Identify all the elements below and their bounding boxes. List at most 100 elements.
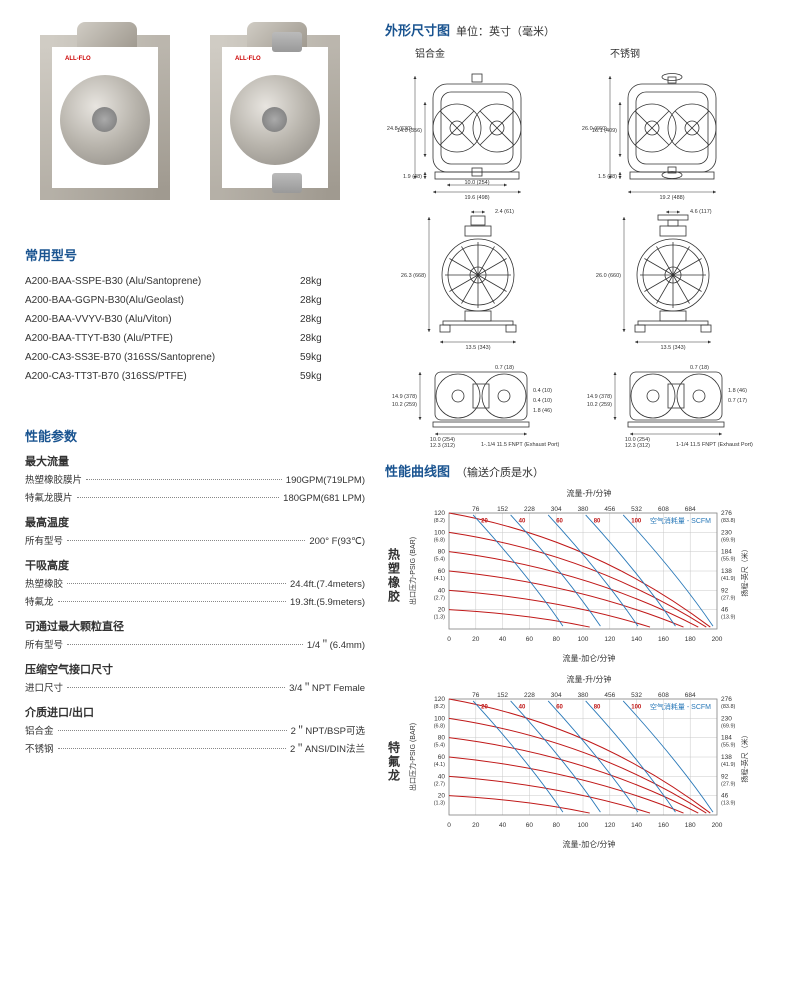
spec-name: 所有型号: [25, 533, 63, 551]
svg-text:1-.1/4 11.5 FNPT (Exhaust Por: 1-.1/4 11.5 FNPT (Exhaust Port): [481, 442, 560, 448]
model-row: A200-CA3-SS3E-B70 (316SS/Santoprene)59kg: [25, 348, 365, 367]
svg-text:180: 180: [685, 822, 696, 829]
dim-col-title-ss: 不锈钢: [580, 45, 765, 60]
svg-text:80: 80: [438, 735, 446, 742]
svg-text:532: 532: [631, 692, 642, 699]
spec-value: 200° F(93℃): [309, 533, 365, 551]
svg-text:(83.8): (83.8): [721, 518, 736, 524]
spec-group-label: 可通过最大颗粒直径: [25, 618, 365, 634]
svg-text:40: 40: [499, 822, 507, 829]
brand-label: ALL-FLO: [235, 56, 261, 62]
svg-text:19.6 (498): 19.6 (498): [464, 195, 489, 201]
svg-text:230: 230: [721, 529, 732, 536]
svg-text:16.1 (409): 16.1 (409): [592, 128, 617, 134]
model-name: A200-BAA-GGPN-B30(Alu/Geolast): [25, 291, 300, 310]
svg-text:160: 160: [658, 822, 669, 829]
svg-text:160: 160: [658, 636, 669, 643]
svg-text:92: 92: [721, 773, 729, 780]
svg-text:20: 20: [472, 636, 480, 643]
svg-text:152: 152: [497, 506, 508, 513]
svg-text:(13.9): (13.9): [721, 615, 736, 621]
spec-group-label: 介质进口/出口: [25, 704, 365, 720]
chart-bottom-axis-label: 流量-加仑/分钟: [403, 839, 775, 850]
svg-text:20: 20: [438, 607, 446, 614]
svg-text:1.8 (46): 1.8 (46): [728, 388, 747, 394]
svg-text:4.6 (117): 4.6 (117): [690, 209, 712, 215]
svg-text:出口压力-PSIG (BAR): 出口压力-PSIG (BAR): [408, 723, 417, 791]
svg-text:13.5 (343): 13.5 (343): [660, 345, 685, 351]
svg-text:(41.9): (41.9): [721, 576, 736, 582]
spec-group-label: 最大流量: [25, 453, 365, 469]
svg-text:684: 684: [685, 506, 696, 513]
svg-text:0: 0: [447, 636, 451, 643]
svg-text:456: 456: [604, 692, 615, 699]
spec-row: 特氟龙膜片180GPM(681 LPM): [25, 490, 365, 508]
chart-title: 特氟龙: [386, 741, 403, 783]
spec-row: 所有型号 200° F(93℃): [25, 533, 365, 551]
svg-text:1-1/4 11.5 FNPT (Exhaust Port): 1-1/4 11.5 FNPT (Exhaust Port): [676, 442, 753, 448]
model-row: A200-BAA-VVYV-B30 (Alu/Viton)28kg: [25, 310, 365, 329]
svg-text:0.4 (10): 0.4 (10): [533, 398, 552, 404]
svg-text:138: 138: [721, 568, 732, 575]
svg-text:608: 608: [658, 692, 669, 699]
svg-text:20: 20: [481, 519, 488, 525]
svg-text:100: 100: [578, 822, 589, 829]
svg-text:14.9 (378): 14.9 (378): [392, 394, 417, 400]
svg-text:13.5 (343): 13.5 (343): [465, 345, 490, 351]
brand-label: ALL-FLO: [65, 56, 91, 62]
svg-text:14.0 (356): 14.0 (356): [397, 128, 422, 134]
spec-name: 所有型号: [25, 637, 63, 655]
svg-text:(4.1): (4.1): [434, 762, 445, 768]
specs-header: 性能参数: [25, 426, 365, 445]
svg-text:(27.9): (27.9): [721, 595, 736, 601]
svg-text:0: 0: [447, 822, 451, 829]
spec-group-label: 压缩空气接口尺寸: [25, 661, 365, 677]
svg-text:14.9 (378): 14.9 (378): [587, 394, 612, 400]
svg-text:228: 228: [524, 506, 535, 513]
svg-text:46: 46: [721, 607, 729, 614]
spec-value: 1/4＂(6.4mm): [307, 637, 365, 655]
spec-row: 铝合金 2＂NPT/BSP可选: [25, 723, 365, 741]
svg-text:80: 80: [594, 519, 601, 525]
svg-text:60: 60: [526, 636, 534, 643]
svg-text:184: 184: [721, 735, 732, 742]
svg-text:(8.2): (8.2): [434, 518, 445, 524]
drawing-alu-front: 24.8 (630) 14.0 (356) 1.9 (48) 19.6 (498…: [385, 64, 570, 209]
svg-text:80: 80: [594, 705, 601, 711]
spec-group-label: 干吸高度: [25, 557, 365, 573]
svg-text:(1.3): (1.3): [434, 801, 445, 807]
svg-text:1.8 (46): 1.8 (46): [533, 408, 552, 414]
svg-text:180: 180: [685, 636, 696, 643]
drawing-alu-plan: 14.9 (378) 10.2 (259) 10.0 (254) 12.3 (3…: [385, 354, 570, 449]
performance-chart: 热塑橡胶 流量-升/分钟 020406080100120140160180200…: [385, 488, 775, 664]
svg-text:20: 20: [481, 705, 488, 711]
svg-text:456: 456: [604, 506, 615, 513]
svg-text:40: 40: [499, 636, 507, 643]
svg-text:46: 46: [721, 793, 729, 800]
svg-text:(6.8): (6.8): [434, 723, 445, 729]
svg-text:276: 276: [721, 510, 732, 517]
dimensions-header: 外形尺寸图: [385, 20, 450, 39]
spec-row: 热塑橡胶膜片190GPM(719LPM): [25, 472, 365, 490]
svg-text:184: 184: [721, 549, 732, 556]
spec-name: 热塑橡胶: [25, 576, 63, 594]
spec-value: 2＂NPT/BSP可选: [291, 723, 365, 741]
model-weight: 28kg: [300, 272, 350, 291]
spec-name: 不锈钢: [25, 741, 54, 759]
svg-text:138: 138: [721, 754, 732, 761]
svg-text:40: 40: [519, 705, 526, 711]
svg-text:200: 200: [712, 822, 723, 829]
spec-name: 铝合金: [25, 723, 54, 741]
svg-text:(55.9): (55.9): [721, 557, 736, 563]
svg-text:0.7 (18): 0.7 (18): [495, 365, 514, 371]
model-name: A200-CA3-SS3E-B70 (316SS/Santoprene): [25, 348, 300, 367]
drawing-ss-front: 26.0 (660) 16.1 (409) 1.5 (38) 19.2 (488…: [580, 64, 765, 209]
svg-text:扬程-英尺（米）: 扬程-英尺（米）: [740, 731, 749, 782]
svg-text:(5.4): (5.4): [434, 743, 445, 749]
svg-text:20: 20: [472, 822, 480, 829]
svg-text:(2.7): (2.7): [434, 595, 445, 601]
spec-value: 19.3ft.(5.9meters): [290, 594, 365, 612]
svg-text:304: 304: [551, 692, 562, 699]
svg-text:(41.9): (41.9): [721, 762, 736, 768]
performance-chart: 特氟龙 流量-升/分钟 0204060801001201401601802007…: [385, 674, 775, 850]
